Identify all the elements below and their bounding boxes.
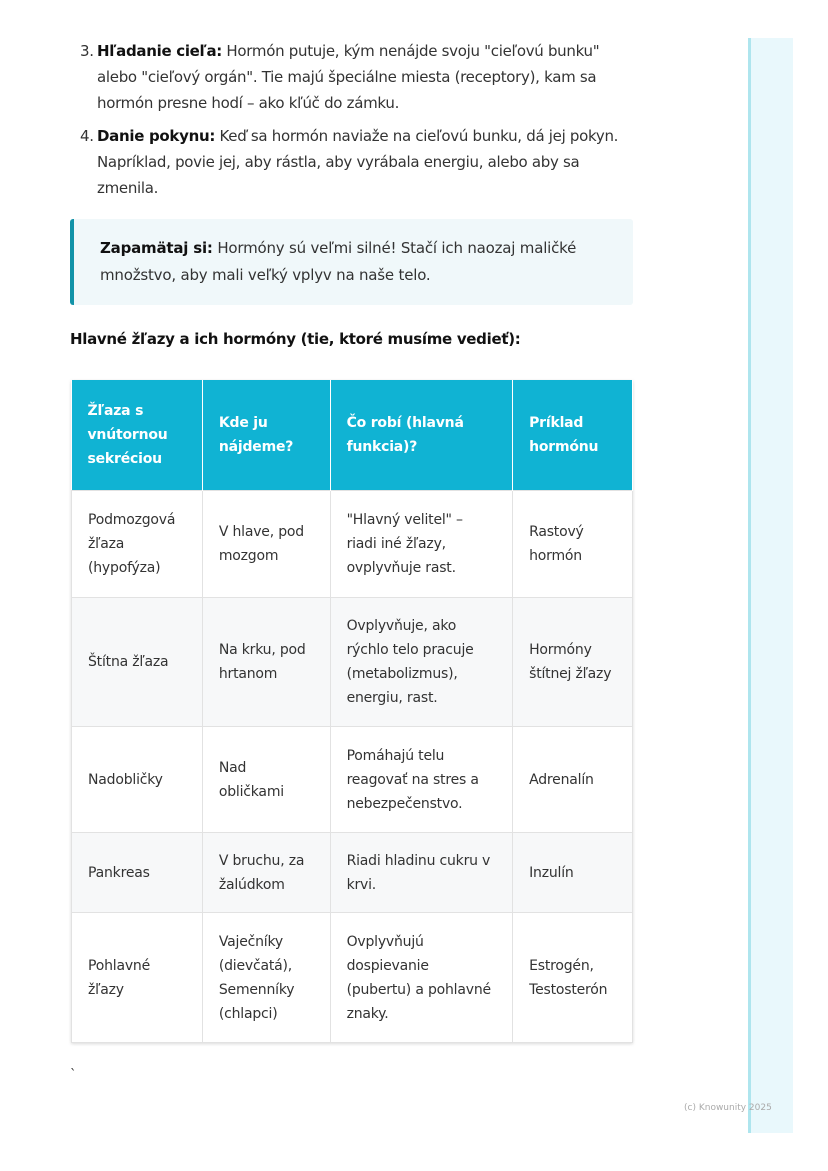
table-cell: Pohlavné žľazy: [71, 912, 203, 1043]
table-row: Štítna žľaza Na krku, pod hrtanom Ovplyvňu…: [71, 597, 633, 727]
section-heading: Hlavné žľazy a ich hormóny (tie, ktoré m…: [70, 330, 521, 348]
list-number: 3.: [80, 42, 94, 60]
table-cell: Vaječníky (dievčatá), Semenníky (chlapci…: [201, 912, 331, 1043]
remember-callout: Zapamätaj si: Hormóny sú veľmi silné! St…: [70, 219, 633, 305]
column-header: Žľaza s vnútornou sekréciou: [71, 380, 203, 491]
table-cell: Hormóny štítnej žľazy: [512, 597, 633, 727]
table-header-row: Žľaza s vnútornou sekréciou Kde ju nájde…: [71, 380, 633, 491]
table-cell: Nadobličky: [71, 726, 203, 833]
stray-mark: `: [70, 1068, 77, 1083]
list-item-text: Hormón putuje, kým nenájde svoju "cieľov…: [97, 42, 600, 112]
side-panel: [748, 38, 793, 1133]
table-cell: Ovplyvňujú dospievanie (pubertu) a pohla…: [329, 912, 514, 1043]
column-header: Čo robí (hlavná funkcia)?: [330, 380, 514, 491]
table-row: Podmozgová žľaza (hypofýza) V hlave, pod …: [71, 490, 633, 598]
column-header: Príklad hormónu: [512, 380, 633, 491]
table-cell: "Hlavný velitel" – riadi iné žľazy, ovpl…: [329, 490, 514, 598]
table-cell: Ovplyvňuje, ako rýchlo telo pracuje (met…: [329, 597, 514, 727]
list-item-term: Danie pokynu:: [97, 127, 216, 145]
table-cell: Inzulín: [512, 832, 633, 913]
table-cell: Podmozgová žľaza (hypofýza): [71, 490, 203, 598]
table-cell: Štítna žľaza: [71, 597, 203, 727]
list-item-term: Hľadanie cieľa:: [97, 42, 222, 60]
table-cell: Rastový hormón: [512, 490, 633, 598]
list-item-text: Keď sa hormón naviaže na cieľovú bunku, …: [97, 127, 619, 197]
list-item: 3. Hľadanie cieľa: Hormón putuje, kým nen…: [80, 38, 640, 116]
list-number: 4.: [80, 127, 94, 145]
table-cell: Na krku, pod hrtanom: [201, 597, 331, 727]
table-cell: Riadi hladinu cukru v krvi.: [329, 832, 514, 913]
table-cell: Estrogén, Testosterón: [512, 912, 633, 1043]
table-cell: V bruchu, za žalúdkom: [201, 832, 331, 913]
table-cell: Pomáhajú telu reagovať na stres a nebezp…: [329, 726, 514, 833]
table-row: Pankreas V bruchu, za žalúdkom Riadi hladi…: [71, 832, 633, 913]
list-item: 4. Danie pokynu: Keď sa hormón naviaže na…: [80, 123, 640, 201]
copyright-footer: (c) Knowunity 2025: [684, 1103, 772, 1113]
table-cell: Pankreas: [71, 832, 203, 913]
numbered-list: 3. Hľadanie cieľa: Hormón putuje, kým nen…: [80, 38, 640, 208]
column-header: Kde ju nájdeme?: [202, 380, 331, 491]
table-row: Nadobličky Nad obličkami Pomáhajú telu rea…: [71, 726, 633, 833]
table-cell: V hlave, pod mozgom: [201, 490, 331, 598]
callout-term: Zapamätaj si:: [100, 239, 213, 257]
table-cell: Adrenalín: [512, 726, 633, 833]
table-cell: Nad obličkami: [201, 726, 331, 833]
glands-table: Žľaza s vnútornou sekréciou Kde ju nájde…: [71, 380, 633, 1043]
table-row: Pohlavné žľazy Vaječníky (dievčatá), Seme…: [71, 912, 633, 1043]
callout-text: Hormóny sú veľmi silné! Stačí ich naozaj…: [100, 239, 577, 284]
